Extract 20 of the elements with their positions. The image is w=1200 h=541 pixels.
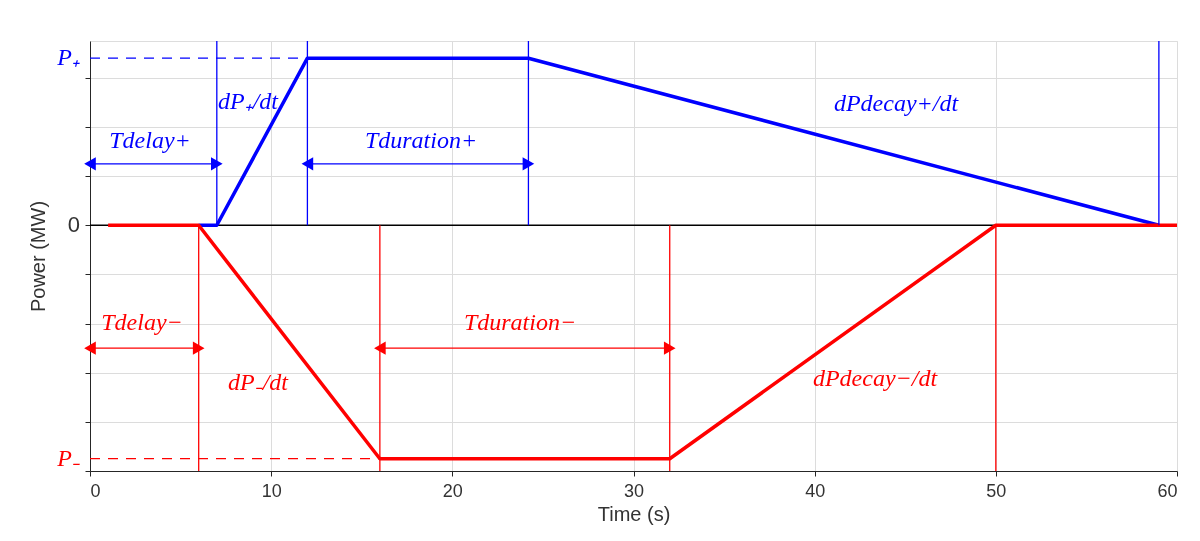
annotation: dP₊/dt [218, 88, 280, 114]
x-tick-label: 30 [623, 480, 645, 501]
x-axis-title: Time (s) [597, 502, 671, 525]
annotation: Tdelay− [101, 309, 183, 335]
x-tick-label: 50 [986, 480, 1007, 501]
y-axis-title: Power (MW) [27, 200, 49, 313]
x-tick-label: 10 [261, 480, 282, 501]
x-tick-label: 0 [90, 480, 101, 501]
x-tick-label: 60 [1157, 480, 1178, 501]
annotation: Tduration+ [364, 127, 478, 153]
x-tick-label: 40 [805, 480, 826, 501]
annotation: dPdecay−/dt [812, 365, 939, 391]
annotation: dPdecay+/dt [833, 90, 960, 116]
annotation: Tdelay+ [109, 127, 191, 153]
series-label: P₊ [56, 44, 80, 71]
annotation: Tduration− [463, 309, 577, 335]
series-label: P₋ [56, 444, 80, 471]
annotation: dP₋/dt [228, 369, 290, 395]
ref-line-label: 0 [67, 212, 80, 238]
x-tick-label: 20 [442, 480, 463, 501]
